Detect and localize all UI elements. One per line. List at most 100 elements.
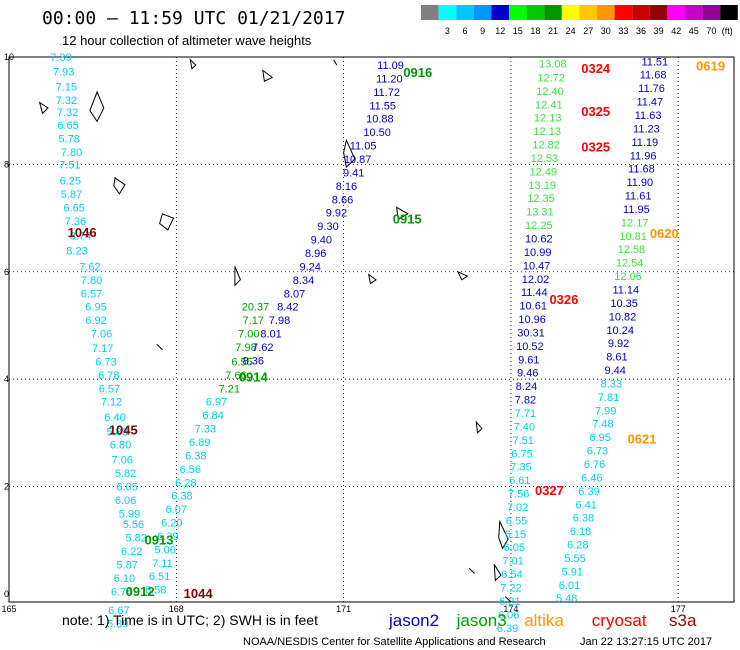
wave-height-value: 8.01 xyxy=(260,329,281,341)
wave-height-value: 5.87 xyxy=(116,559,137,571)
wave-height-value: 6.55 xyxy=(506,515,527,527)
scale-swatch xyxy=(632,5,650,20)
island-outline xyxy=(456,270,469,281)
pass-time-label: 1045 xyxy=(109,423,138,438)
pass-time-label: 0325 xyxy=(581,104,610,119)
scale-label: 3 xyxy=(445,26,450,36)
wave-height-value: 11.95 xyxy=(623,204,650,216)
wave-height-value: 8.96 xyxy=(305,248,326,260)
wave-height-tracks: 7.397.937.157.327.326.655.787.807.516.25… xyxy=(50,52,668,635)
wave-height-value: 10.88 xyxy=(366,114,394,126)
wave-height-value: 7.71 xyxy=(515,408,536,420)
wave-height-value: 6.78 xyxy=(98,370,119,382)
legend-s3a: s3a xyxy=(669,611,697,630)
wave-height-value: 8.61 xyxy=(606,352,627,364)
wave-height-value: 6.73 xyxy=(95,356,116,368)
pass-time-label: 0619 xyxy=(696,59,725,74)
island-outline xyxy=(159,213,175,231)
scale-unit: (ft) xyxy=(722,26,733,36)
wave-height-value: 7.00 xyxy=(238,329,259,341)
wave-height-value: 6.41 xyxy=(575,499,596,511)
wave-height-value: 30.31 xyxy=(517,328,545,340)
wave-height-value: 5.99 xyxy=(119,508,140,520)
satellite-legend: jason2 jason3 altika cryosat s3a xyxy=(388,611,697,630)
wave-height-value: 7.56 xyxy=(508,489,529,501)
wave-height-value: 6.95 xyxy=(589,432,610,444)
x-tick-label: 171 xyxy=(336,604,351,614)
scale-label: 36 xyxy=(636,26,646,36)
wave-height-value: 6.65 xyxy=(57,120,78,132)
wave-height-value: 9.46 xyxy=(517,368,538,380)
y-tick-label: 8 xyxy=(4,159,9,169)
color-scale: 3 6 9 12 15 18 21 24 27 30 33 36 39 42 45 70 (ft) xyxy=(421,5,738,36)
wave-height-value: 6.20 xyxy=(161,518,182,530)
legend-altika: altika xyxy=(524,611,564,630)
scale-label: 9 xyxy=(480,26,485,36)
x-tick-label: 165 xyxy=(1,604,16,614)
footer-timestamp: Jan 22 13:27:15 UTC 2017 xyxy=(580,636,712,648)
scale-label: 27 xyxy=(583,26,593,36)
footer-note: note: 1) Time is in UTC; 2) SWH is in fe… xyxy=(62,612,318,628)
wave-height-value: 20.37 xyxy=(242,302,270,314)
wave-height-value: 6.75 xyxy=(511,448,532,460)
wave-height-value: 6.28 xyxy=(175,477,196,489)
wave-height-value: 13.19 xyxy=(528,180,556,192)
wave-height-value: 6.89 xyxy=(189,437,210,449)
pass-time-label: 0324 xyxy=(581,61,611,76)
legend-jason2: jason2 xyxy=(388,611,439,630)
scale-swatch xyxy=(561,5,580,20)
wave-height-value: 7.51 xyxy=(512,435,533,447)
y-tick-label: 10 xyxy=(4,52,14,62)
wave-height-value: 12.25 xyxy=(525,220,553,232)
scale-swatch xyxy=(579,5,597,20)
gridlines xyxy=(9,57,734,602)
wave-height-value: 6.01 xyxy=(559,580,580,592)
wave-height-value: 11.47 xyxy=(636,97,663,109)
wave-height-value: 6.05 xyxy=(504,542,525,554)
wave-height-value: 7.12 xyxy=(101,397,122,409)
pass-time-label: 0620 xyxy=(650,226,679,241)
wave-height-value: 9.40 xyxy=(311,235,332,247)
wave-height-value: 9.24 xyxy=(299,261,320,273)
wave-height-value: 10.82 xyxy=(609,311,637,323)
wave-height-value: 12.53 xyxy=(531,153,559,165)
scale-swatch xyxy=(438,5,457,20)
plot-frame xyxy=(8,56,735,603)
wave-height-value: 6.65 xyxy=(63,202,84,214)
wave-height-value: 8.42 xyxy=(277,302,298,314)
wave-height-value: 6.38 xyxy=(185,450,206,462)
wave-height-value: 11.68 xyxy=(640,70,667,82)
plot-area: 7.397.937.157.327.326.655.787.807.516.25… xyxy=(8,52,735,635)
wave-height-value: 5.06 xyxy=(154,544,175,556)
island-outline xyxy=(156,343,163,350)
wave-height-value: 10.81 xyxy=(619,231,647,243)
wave-height-value: 6.84 xyxy=(202,410,223,422)
wave-height-value: 12.54 xyxy=(616,258,644,270)
wave-height-value: 7.21 xyxy=(219,383,240,395)
wave-height-value: 9.44 xyxy=(604,365,625,377)
island-outline xyxy=(262,69,274,82)
wave-height-value: 7.51 xyxy=(59,159,80,171)
wave-height-value: 12.82 xyxy=(532,140,560,152)
scale-swatch xyxy=(614,5,633,20)
pass-time-label: 0915 xyxy=(393,212,422,227)
wave-height-value: 6.05 xyxy=(116,482,137,494)
island-outline xyxy=(333,59,338,66)
wave-height-value: 5.48 xyxy=(556,593,577,605)
wave-height-value: 6.57 xyxy=(81,288,102,300)
island-outline xyxy=(367,273,377,285)
scale-swatch xyxy=(421,5,439,20)
y-tick-label: 2 xyxy=(4,482,9,492)
pass-time-label: 1046 xyxy=(68,225,97,240)
wave-height-value: 8.24 xyxy=(516,381,537,393)
wave-height-value: 6.97 xyxy=(206,397,227,409)
wave-height-value: 10.61 xyxy=(519,301,547,313)
wave-height-value: 5.55 xyxy=(564,553,585,565)
wave-height-value: 7.22 xyxy=(500,583,521,595)
wave-height-value: 5.87 xyxy=(61,189,82,201)
wave-height-value: 6.39 xyxy=(157,531,178,543)
wave-height-value: 12.02 xyxy=(522,274,550,286)
y-tick-label: 4 xyxy=(4,374,9,384)
x-tick-label: 174 xyxy=(503,604,518,614)
wave-height-value: 7.33 xyxy=(195,424,216,436)
